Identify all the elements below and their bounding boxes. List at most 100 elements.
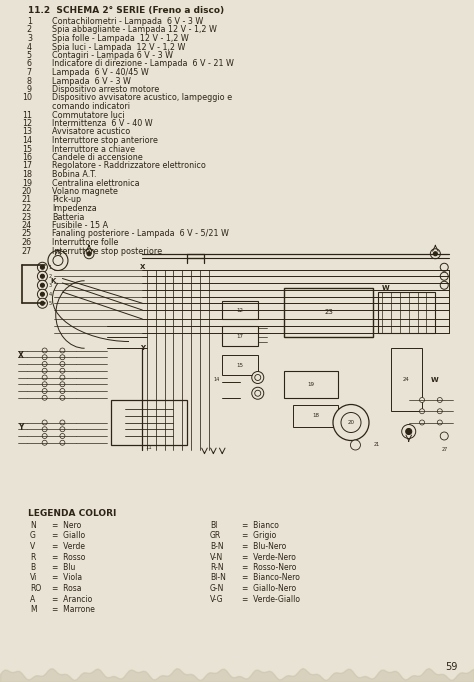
Circle shape	[252, 387, 264, 399]
Text: Interruttore folle: Interruttore folle	[52, 238, 118, 247]
Text: Interruttore stop anteriore: Interruttore stop anteriore	[52, 136, 158, 145]
Circle shape	[440, 263, 448, 271]
Text: Contagiri - Lampada 6 V - 3 W: Contagiri - Lampada 6 V - 3 W	[52, 51, 173, 60]
Text: RO: RO	[30, 584, 41, 593]
Text: =  Verde: = Verde	[52, 542, 85, 551]
Circle shape	[60, 427, 65, 432]
Text: V-N: V-N	[210, 552, 223, 561]
Bar	[378, 292, 435, 333]
Text: =  Blu: = Blu	[52, 563, 75, 572]
Text: 22: 22	[22, 204, 32, 213]
Text: Fusibile - 15 A: Fusibile - 15 A	[52, 221, 108, 230]
Text: 19: 19	[22, 179, 32, 188]
Text: =  Bianco-Nero: = Bianco-Nero	[242, 574, 300, 582]
Circle shape	[60, 389, 65, 394]
Text: V-G: V-G	[210, 595, 224, 604]
Text: 11: 11	[146, 445, 152, 450]
Circle shape	[40, 293, 45, 296]
Circle shape	[60, 434, 65, 439]
Text: 9: 9	[27, 85, 32, 94]
Text: 2: 2	[27, 25, 32, 35]
Circle shape	[419, 398, 425, 402]
Text: 10: 10	[22, 93, 32, 102]
Text: Lampada  6 V - 40/45 W: Lampada 6 V - 40/45 W	[52, 68, 149, 77]
Text: Y: Y	[18, 423, 23, 432]
Bar	[293, 404, 337, 427]
Circle shape	[48, 250, 68, 271]
Text: 20: 20	[347, 420, 355, 425]
Circle shape	[60, 382, 65, 387]
Circle shape	[252, 372, 264, 383]
Text: 15: 15	[237, 363, 244, 368]
Text: Vi: Vi	[30, 574, 37, 582]
Text: =  Viola: = Viola	[52, 574, 82, 582]
Circle shape	[438, 398, 442, 402]
Text: =  Giallo: = Giallo	[52, 531, 85, 541]
Circle shape	[42, 361, 47, 366]
Text: =  Bianco: = Bianco	[242, 521, 279, 530]
Circle shape	[440, 272, 448, 280]
Text: 16: 16	[22, 153, 32, 162]
Circle shape	[53, 256, 63, 265]
Text: Bobina A.T.: Bobina A.T.	[52, 170, 97, 179]
Circle shape	[37, 280, 47, 291]
Text: Avvisatore acustico: Avvisatore acustico	[52, 128, 130, 136]
Text: =  Marrone: = Marrone	[52, 605, 95, 614]
Text: G-N: G-N	[210, 584, 224, 593]
Text: =  Nero: = Nero	[52, 521, 81, 530]
Bar	[222, 355, 258, 375]
Circle shape	[42, 368, 47, 373]
Text: Interruttore a chiave: Interruttore a chiave	[52, 145, 135, 153]
Text: BI-N: BI-N	[210, 574, 226, 582]
Text: =  Grigio: = Grigio	[242, 531, 276, 541]
Text: Volano magnete: Volano magnete	[52, 187, 118, 196]
Text: A: A	[30, 595, 35, 604]
Text: 27: 27	[441, 447, 447, 452]
Text: G: G	[30, 531, 36, 541]
Text: X: X	[18, 351, 24, 359]
Text: 17: 17	[237, 334, 244, 340]
Text: V: V	[30, 542, 35, 551]
Text: 3: 3	[27, 34, 32, 43]
Text: 26: 26	[22, 238, 32, 247]
Text: 14: 14	[22, 136, 32, 145]
Text: =  Verde-Giallo: = Verde-Giallo	[242, 595, 300, 604]
Text: LEGENDA COLORI: LEGENDA COLORI	[28, 509, 117, 518]
Text: 27: 27	[22, 246, 32, 256]
Text: 7: 7	[27, 68, 32, 77]
Text: 21: 21	[373, 443, 380, 447]
Text: W: W	[382, 285, 390, 291]
Text: K: K	[51, 278, 56, 284]
Text: 17: 17	[22, 162, 32, 170]
Circle shape	[60, 375, 65, 380]
Text: 11.2  SCHEMA 2° SERIE (Freno a disco): 11.2 SCHEMA 2° SERIE (Freno a disco)	[28, 6, 224, 15]
Text: Spia luci - Lampada  12 V - 1,2 W: Spia luci - Lampada 12 V - 1,2 W	[52, 42, 185, 52]
Text: =  Arancio: = Arancio	[52, 595, 92, 604]
Text: 24: 24	[22, 221, 32, 230]
Text: =  Rosso-Nero: = Rosso-Nero	[242, 563, 296, 572]
Circle shape	[60, 368, 65, 373]
Circle shape	[42, 420, 47, 425]
Text: 59: 59	[446, 662, 458, 672]
Bar	[391, 349, 422, 411]
Text: Dispositivo avvisatore acustico, lampeggio e: Dispositivo avvisatore acustico, lampegg…	[52, 93, 232, 102]
Circle shape	[440, 281, 448, 289]
Text: 23: 23	[324, 309, 333, 315]
Circle shape	[42, 382, 47, 387]
Text: 18: 18	[312, 413, 319, 418]
Text: 21: 21	[22, 196, 32, 205]
Text: 14: 14	[213, 377, 219, 382]
Circle shape	[60, 420, 65, 425]
Text: 12: 12	[237, 308, 244, 312]
Circle shape	[42, 375, 47, 380]
Text: =  Rosso: = Rosso	[52, 552, 85, 561]
Text: 5: 5	[27, 51, 32, 60]
Text: 11: 11	[22, 110, 32, 119]
Circle shape	[255, 374, 261, 381]
Circle shape	[37, 271, 47, 281]
Circle shape	[60, 348, 65, 353]
Text: comando indicatori: comando indicatori	[52, 102, 130, 111]
Circle shape	[60, 361, 65, 366]
Text: 1: 1	[27, 17, 32, 26]
Circle shape	[438, 409, 442, 414]
